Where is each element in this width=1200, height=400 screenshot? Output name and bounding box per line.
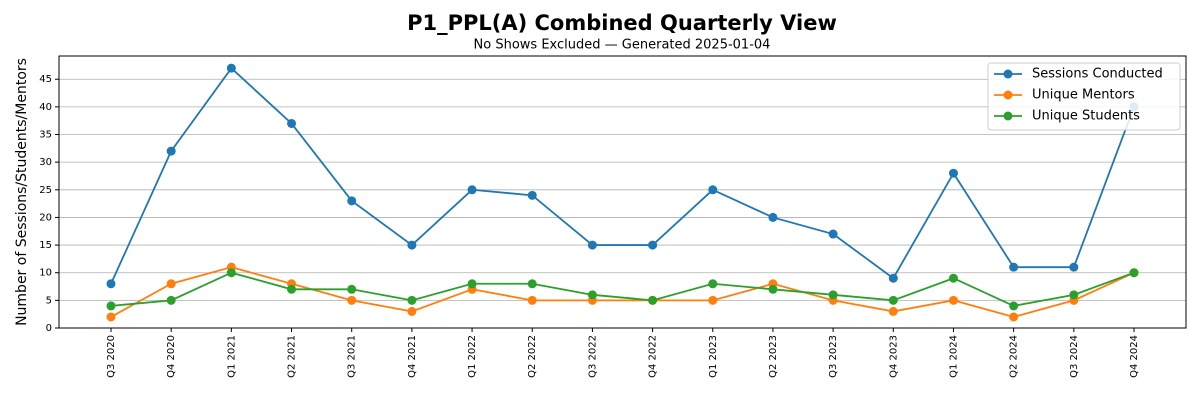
- y-tick-label: 15: [39, 240, 52, 251]
- data-point: [407, 306, 417, 316]
- data-point: [106, 301, 116, 311]
- chart-title: P1_PPL(A) Combined Quarterly View: [407, 11, 837, 35]
- x-tick-label: Q1 2024: [948, 335, 959, 378]
- x-tick-label: Q3 2020: [106, 335, 117, 378]
- x-tick-label: Q3 2022: [587, 335, 598, 378]
- y-tick-label: 25: [39, 185, 52, 196]
- data-point: [1069, 262, 1079, 272]
- data-point: [888, 273, 898, 283]
- data-point: [166, 146, 176, 156]
- y-tick-label: 0: [46, 323, 52, 334]
- data-point: [587, 290, 597, 300]
- x-tick-label: Q3 2023: [828, 335, 839, 378]
- data-point: [407, 240, 417, 250]
- legend-box: [987, 62, 1181, 131]
- data-point: [106, 279, 116, 289]
- data-point: [1129, 268, 1139, 278]
- y-tick-label: 35: [39, 130, 52, 141]
- x-tick-label: Q1 2021: [226, 335, 237, 378]
- y-tick-label: 45: [39, 74, 52, 85]
- data-point: [708, 279, 718, 289]
- series-line: [110, 266, 1135, 318]
- legend-label: Unique Students: [1032, 109, 1140, 124]
- data-point: [527, 190, 537, 200]
- data-point: [347, 295, 357, 305]
- y-axis-label: Number of Sessions/Students/Mentors: [14, 58, 30, 326]
- data-point: [708, 295, 718, 305]
- data-point: [768, 284, 778, 294]
- data-point: [1009, 312, 1019, 322]
- legend-marker: [1003, 69, 1013, 79]
- data-point: [648, 240, 658, 250]
- chart-subtitle: No Shows Excluded — Generated 2025-01-04: [474, 38, 771, 53]
- data-point: [226, 268, 236, 278]
- data-point: [648, 295, 658, 305]
- data-point: [948, 295, 958, 305]
- data-point: [407, 295, 417, 305]
- x-tick-label: Q4 2024: [1129, 335, 1140, 378]
- data-point: [948, 168, 958, 178]
- legend-marker: [1003, 90, 1013, 100]
- legend-marker: [1003, 111, 1013, 121]
- x-tick-label: Q2 2021: [287, 335, 298, 378]
- y-tick-label: 10: [39, 268, 52, 279]
- data-point: [287, 284, 297, 294]
- plot-frame: [58, 55, 1187, 329]
- data-point: [948, 273, 958, 283]
- data-point: [166, 279, 176, 289]
- data-point: [888, 306, 898, 316]
- x-tick-label: Q4 2020: [166, 335, 177, 378]
- y-tick-label: 40: [39, 102, 52, 113]
- legend-label: Sessions Conducted: [1032, 67, 1163, 82]
- x-tick-label: Q1 2022: [467, 335, 478, 378]
- legend: Sessions Conducted Unique Mentors Unique S…: [987, 62, 1181, 131]
- y-tick-label: 5: [46, 295, 52, 306]
- series-line: [110, 66, 1135, 285]
- data-point: [888, 295, 898, 305]
- data-point: [708, 185, 718, 195]
- data-point: [287, 118, 297, 128]
- data-point: [828, 290, 838, 300]
- x-tick-label: Q4 2021: [407, 335, 418, 378]
- data-point: [106, 312, 116, 322]
- y-tick-label: 20: [39, 212, 52, 223]
- data-point: [768, 212, 778, 222]
- data-point: [527, 279, 537, 289]
- data-point: [587, 240, 597, 250]
- data-point: [1069, 290, 1079, 300]
- x-tick-label: Q3 2024: [1069, 335, 1080, 378]
- x-tick-label: Q1 2023: [708, 335, 719, 378]
- series-line: [110, 271, 1135, 307]
- legend-label: Unique Mentors: [1032, 88, 1135, 103]
- data-point: [347, 284, 357, 294]
- x-tick-label: Q4 2023: [888, 335, 899, 378]
- data-point: [1009, 301, 1019, 311]
- data-point: [828, 229, 838, 239]
- x-tick-label: Q2 2023: [768, 335, 779, 378]
- data-point: [467, 185, 477, 195]
- y-tick-label: 30: [39, 157, 52, 168]
- data-point: [1009, 262, 1019, 272]
- x-tick-label: Q3 2021: [347, 335, 358, 378]
- x-tick-label: Q2 2024: [1009, 335, 1020, 378]
- data-point: [467, 279, 477, 289]
- data-point: [166, 295, 176, 305]
- data-point: [527, 295, 537, 305]
- data-point: [347, 196, 357, 206]
- x-tick-label: Q2 2022: [527, 335, 538, 378]
- data-point: [226, 63, 236, 73]
- x-tick-label: Q4 2022: [648, 335, 659, 378]
